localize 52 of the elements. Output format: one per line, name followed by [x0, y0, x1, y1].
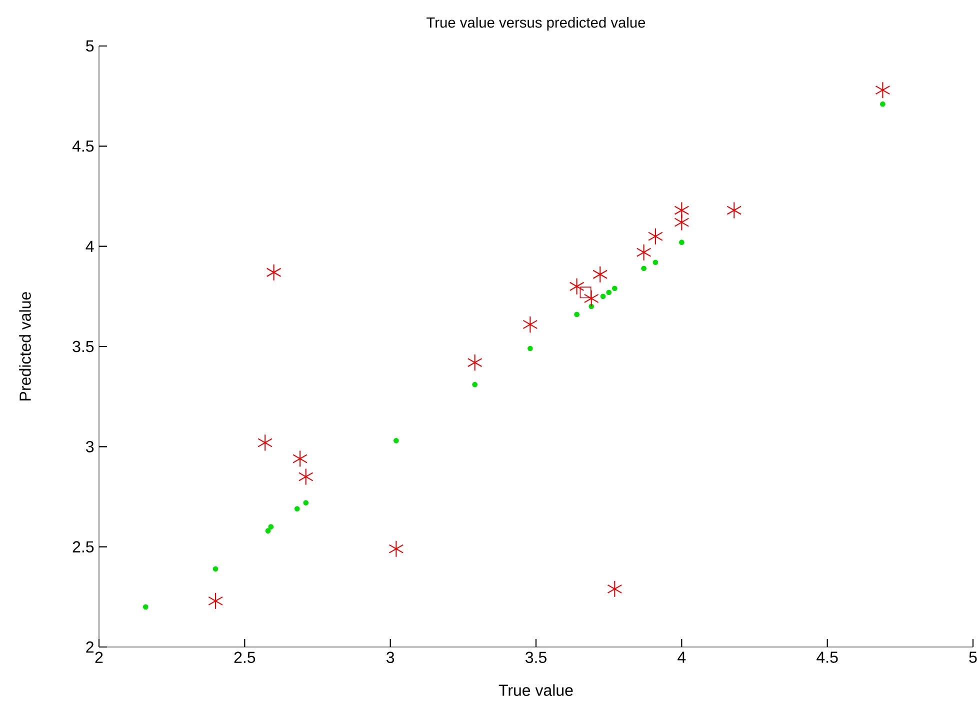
y-tick-label: 2 — [86, 641, 94, 653]
point — [467, 354, 482, 372]
point — [600, 294, 606, 300]
x-tick-label: 2.5 — [234, 652, 256, 664]
point — [393, 438, 399, 444]
point — [606, 290, 612, 296]
y-tick-label: 5 — [86, 40, 94, 52]
y-tick-label: 4 — [86, 240, 94, 252]
x-tick-label: 3.5 — [525, 652, 546, 664]
point — [388, 540, 404, 558]
point — [607, 580, 622, 598]
point — [580, 286, 592, 298]
x-tick-label: 2 — [95, 652, 103, 663]
y-axis-title: Predicted value — [19, 292, 31, 400]
point — [648, 228, 663, 245]
y-tick-label: 3 — [86, 441, 94, 452]
point — [880, 101, 886, 107]
y-tick-label: 2.5 — [72, 541, 94, 552]
x-tick-label: 4.5 — [816, 652, 838, 663]
x-tick-label: 5 — [969, 652, 977, 663]
point — [268, 524, 274, 530]
x-tick-label: 3 — [386, 652, 394, 664]
point — [265, 528, 271, 534]
point — [472, 382, 478, 388]
point — [584, 290, 599, 307]
point — [652, 260, 658, 266]
point — [674, 202, 690, 219]
point — [292, 450, 308, 468]
point — [636, 244, 652, 261]
point — [208, 592, 223, 610]
point — [574, 312, 580, 318]
point — [266, 264, 282, 281]
point — [303, 500, 309, 506]
point — [528, 346, 533, 352]
point — [298, 468, 314, 486]
point — [294, 506, 300, 512]
point — [612, 286, 618, 292]
point — [142, 604, 148, 610]
point — [641, 266, 646, 272]
point — [875, 82, 890, 99]
point — [212, 566, 218, 572]
point — [592, 266, 608, 283]
x-tick-label: 4 — [678, 652, 686, 663]
point — [258, 434, 273, 452]
x-axis-title: True value — [498, 684, 573, 696]
y-tick-label: 4.5 — [72, 140, 94, 152]
point — [679, 240, 684, 245]
point — [569, 278, 584, 295]
point — [522, 316, 538, 333]
chart-title: True value versus predicted value — [426, 16, 646, 31]
point — [726, 202, 742, 219]
y-tick-label: 3.5 — [72, 340, 94, 352]
